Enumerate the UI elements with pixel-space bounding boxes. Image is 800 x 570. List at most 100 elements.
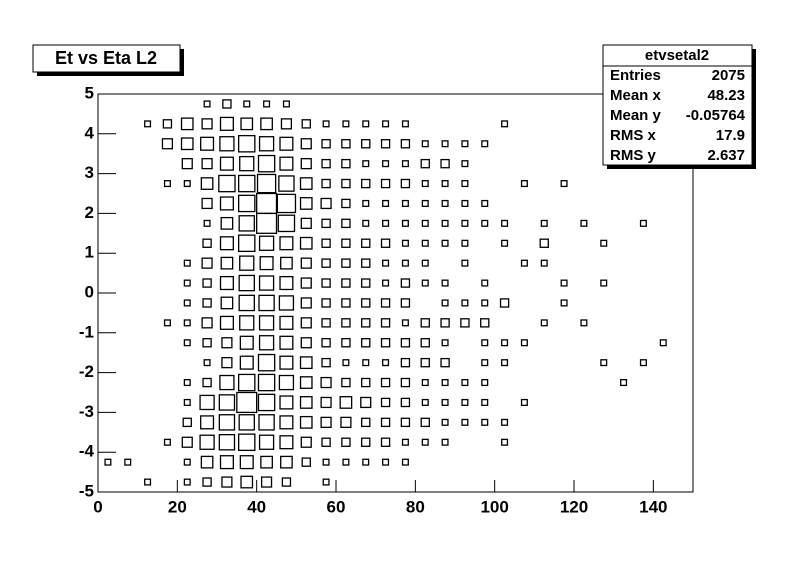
stats-value: 2.637 — [707, 147, 745, 164]
bin-box — [182, 417, 192, 428]
bin-box — [420, 417, 430, 428]
bin-box — [481, 219, 489, 227]
bin-box — [257, 373, 276, 392]
bin-box — [278, 175, 295, 192]
stats-title: etvsetal2 — [645, 47, 709, 64]
bin-box — [322, 478, 330, 486]
bin-box — [218, 174, 236, 193]
bin-box — [341, 377, 351, 388]
bin-box — [219, 136, 235, 152]
bin-box — [361, 298, 371, 308]
bin-box — [421, 259, 429, 267]
bin-box — [361, 338, 371, 348]
bin-box — [580, 319, 588, 327]
bin-box — [380, 338, 391, 348]
bin-box — [183, 319, 191, 327]
bin-box — [501, 120, 509, 128]
bin-box — [441, 239, 449, 247]
bin-box — [258, 275, 275, 291]
bin-box — [238, 194, 256, 213]
bin-box — [220, 296, 234, 310]
bin-box — [481, 199, 489, 207]
bin-box — [300, 138, 312, 150]
bin-box — [320, 197, 332, 210]
bin-box — [180, 117, 194, 131]
bin-box — [222, 99, 232, 109]
bin-box — [420, 357, 430, 368]
bin-box — [239, 255, 255, 271]
bin-box — [203, 100, 211, 108]
stats-value: 48.23 — [707, 87, 745, 104]
y-tick-label: 1 — [85, 243, 94, 262]
bin-box — [144, 478, 152, 486]
y-tick-label: -4 — [79, 442, 95, 461]
bin-box — [278, 374, 295, 391]
bin-box — [401, 458, 409, 466]
bin-box — [203, 219, 211, 227]
bin-box — [299, 396, 313, 409]
y-tick-label: 4 — [85, 123, 95, 142]
bin-box — [243, 100, 251, 108]
stats-label: RMS y — [610, 147, 657, 164]
bin-box — [299, 236, 313, 250]
bin-box — [421, 239, 429, 247]
x-tick-label: 20 — [168, 497, 187, 516]
stats-box: etvsetal2 Entries 2075 Mean x 48.23 Mean y -0… — [602, 44, 756, 169]
bin-box — [481, 398, 489, 406]
bin-box — [441, 180, 449, 188]
bin-box — [421, 219, 429, 227]
bin-box — [380, 318, 391, 328]
bin-box — [201, 158, 213, 170]
bin-box — [401, 438, 409, 446]
bin-box — [201, 317, 213, 329]
bin-box — [380, 178, 391, 189]
bin-box — [104, 458, 112, 466]
bin-box — [320, 376, 332, 389]
bin-box — [258, 235, 275, 251]
bin-box — [321, 357, 331, 368]
bin-box — [420, 158, 430, 169]
y-tick-label: 5 — [85, 83, 94, 102]
bin-box — [421, 140, 429, 148]
bin-box — [258, 414, 275, 431]
bin-box — [201, 197, 213, 210]
bin-box — [238, 234, 256, 253]
bin-box — [219, 196, 234, 211]
bin-box — [300, 277, 312, 289]
bin-box — [400, 357, 411, 368]
bin-box — [501, 339, 509, 347]
bin-box — [258, 136, 275, 152]
bin-box — [300, 158, 312, 170]
x-tick-label: 40 — [247, 497, 266, 516]
title-box: Et vs Eta L2 — [32, 44, 184, 76]
bin-box — [301, 457, 311, 467]
bin-box — [299, 356, 313, 370]
bin-box — [219, 374, 235, 391]
bin-box — [183, 259, 191, 267]
bin-box — [441, 199, 449, 207]
bin-box — [341, 238, 351, 248]
bin-box — [501, 239, 509, 247]
bin-box — [361, 318, 371, 328]
bin-box — [279, 315, 294, 330]
bin-box — [361, 238, 371, 248]
bin-box — [540, 219, 548, 227]
bin-box — [501, 219, 509, 227]
bin-box — [421, 180, 429, 188]
bin-box — [639, 359, 647, 367]
bin-box — [600, 239, 608, 247]
bin-box — [341, 139, 351, 149]
bin-box — [236, 391, 258, 414]
bin-box — [240, 117, 254, 131]
bin-box — [240, 475, 254, 489]
bin-box — [362, 458, 370, 466]
bin-box — [259, 256, 274, 271]
bin-box — [501, 359, 509, 367]
bin-box — [219, 455, 234, 470]
bin-box — [440, 318, 450, 328]
bin-box — [441, 299, 449, 307]
bin-box — [341, 258, 351, 268]
bin-box — [239, 335, 254, 350]
y-tick-label: 0 — [85, 282, 94, 301]
bin-box — [361, 278, 371, 288]
